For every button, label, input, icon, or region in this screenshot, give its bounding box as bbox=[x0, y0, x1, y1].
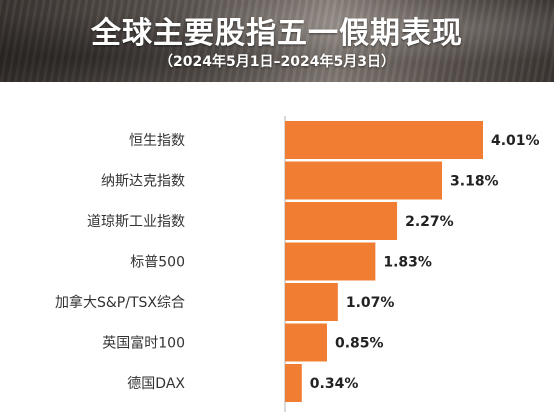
value-label: 4.01% bbox=[491, 133, 540, 149]
category-label: 德国DAX bbox=[127, 376, 185, 392]
bar bbox=[285, 323, 327, 362]
category-label: 加拿大S&P/TSX综合 bbox=[55, 294, 185, 311]
category-label: 道琼斯工业指数 bbox=[87, 214, 185, 230]
category-label: 恒生指数 bbox=[129, 133, 185, 149]
bar bbox=[285, 242, 376, 281]
bar-chart-svg: 恒生指数 4.01% 纳斯达克指数 3.18% 道琼斯工业指数 2.27% 标普500 1.8… bbox=[55, 116, 540, 412]
value-label: 0.34% bbox=[310, 376, 359, 392]
bar bbox=[285, 202, 398, 240]
value-label: 0.85% bbox=[335, 336, 384, 352]
value-label: 2.27% bbox=[405, 214, 454, 230]
value-label: 1.83% bbox=[383, 255, 432, 271]
bar bbox=[285, 364, 302, 402]
chart-title: 全球主要股指五一假期表现 bbox=[91, 16, 463, 51]
header-banner: 全球主要股指五一假期表现 （2024年5月1日–2024年5月3日） bbox=[0, 0, 554, 82]
category-label: 标普500 bbox=[130, 255, 185, 271]
chart-subtitle: （2024年5月1日–2024年5月3日） bbox=[159, 54, 395, 70]
value-label: 1.07% bbox=[346, 295, 395, 311]
bar bbox=[285, 121, 483, 159]
category-label: 纳斯达克指数 bbox=[101, 174, 185, 190]
value-label: 3.18% bbox=[450, 174, 499, 190]
bar-chart: 恒生指数 4.01% 纳斯达克指数 3.18% 道琼斯工业指数 2.27% 标普500 1.8… bbox=[0, 110, 554, 412]
bar bbox=[285, 283, 338, 321]
category-label: 英国富时100 bbox=[102, 335, 185, 352]
bar bbox=[285, 161, 443, 200]
